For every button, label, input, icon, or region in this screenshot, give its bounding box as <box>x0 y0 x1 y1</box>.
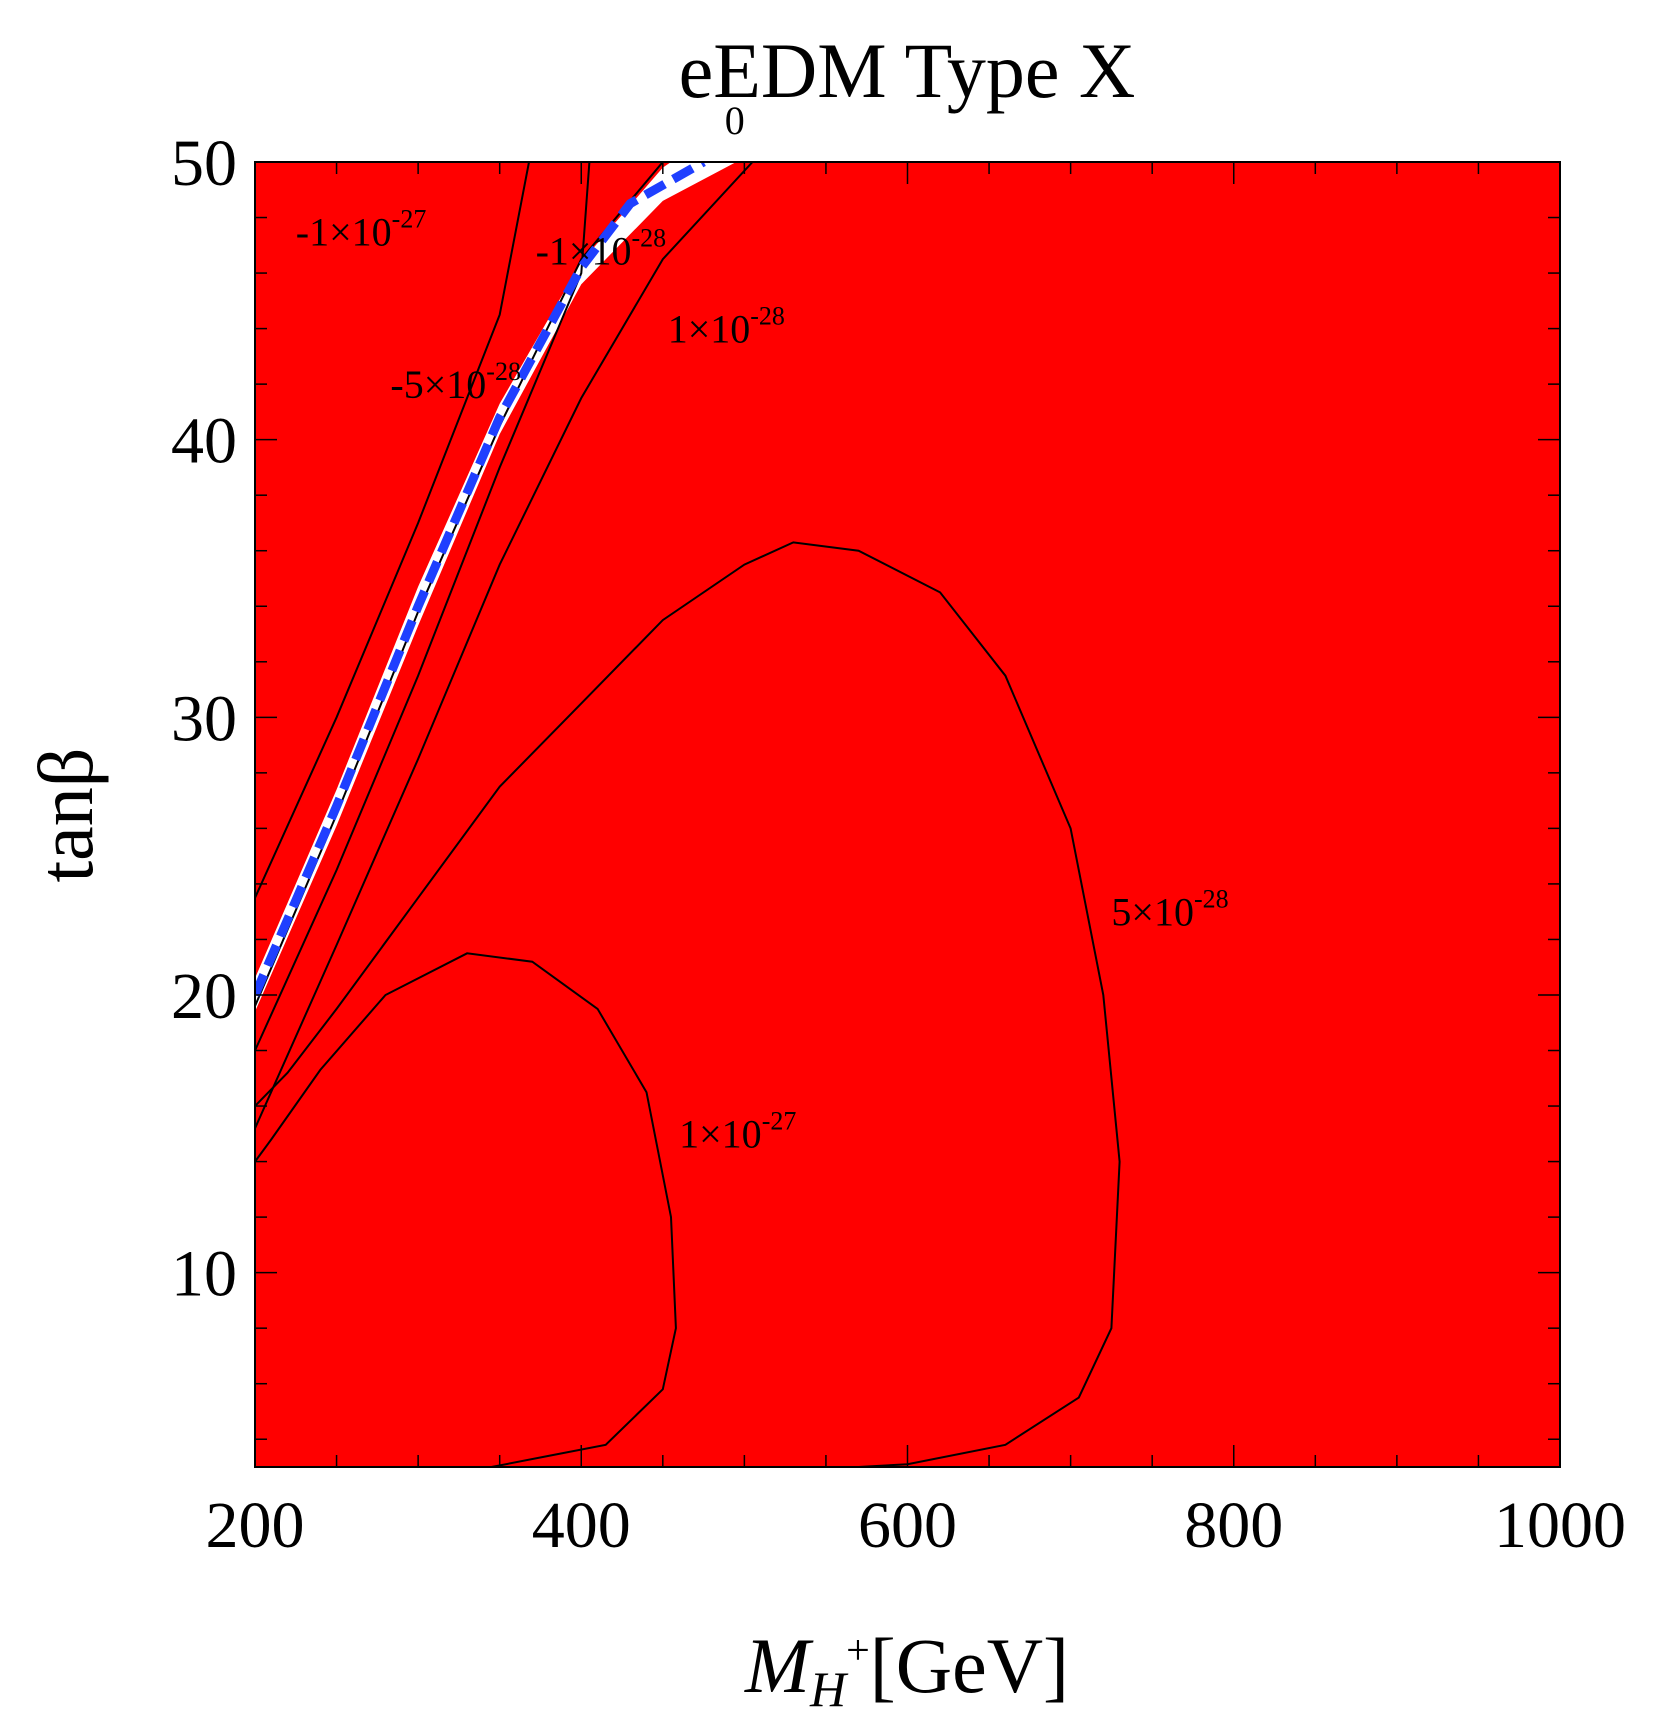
contour-line-3 <box>255 162 754 1129</box>
contour-line-5 <box>255 952 677 1467</box>
y-tick-label: 20 <box>171 960 237 1033</box>
y-tick-label: 30 <box>171 682 237 755</box>
contour-line-0 <box>255 162 530 899</box>
x-axis-label: MH+[GeV] <box>744 1622 1069 1716</box>
contour-line-1 <box>255 162 591 1051</box>
y-axis-label: tanβ <box>22 748 109 883</box>
x-tick-label: 200 <box>206 1489 305 1562</box>
contour-label-0: -1×10-27 <box>296 204 427 254</box>
contour-label-4: 5×10-28 <box>1111 885 1228 935</box>
x-axis-label-sub: H <box>809 1661 849 1716</box>
zero-contour-label: 0 <box>725 98 745 143</box>
contour-label-3: 1×10-28 <box>668 301 785 351</box>
x-tick-label: 1000 <box>1494 1489 1626 1562</box>
y-tick-label: 10 <box>171 1238 237 1311</box>
y-tick-label: 50 <box>171 127 237 200</box>
plot-fill-region <box>255 162 1560 1467</box>
x-tick-label: 600 <box>858 1489 957 1562</box>
zero-contour-line <box>255 162 706 997</box>
y-tick-label: 40 <box>171 405 237 478</box>
contour-labels: -1×10-27 -5×10-28 -1×10-281×10-28 5×10-28 1×… <box>296 98 1229 1156</box>
x-axis-label-base: M <box>744 1622 814 1709</box>
x-tick-label: 400 <box>532 1489 631 1562</box>
contour-label-1: -5×10-28 <box>390 357 521 407</box>
axis-ticks: 200 400 600 800 1000 10 20 30 40 50 <box>171 127 1626 1562</box>
contour-line-4 <box>255 541 1121 1467</box>
x-tick-label: 800 <box>1184 1489 1283 1562</box>
x-axis-label-sup: + <box>846 1628 870 1674</box>
plot-layer <box>255 162 1121 1467</box>
x-axis-label-unit: [GeV] <box>870 1622 1069 1709</box>
contour-label-2: -1×10-28 <box>536 224 667 274</box>
chart-title: eEDM Type X <box>679 27 1136 114</box>
contour-label-5: 1×10-27 <box>679 1107 796 1157</box>
